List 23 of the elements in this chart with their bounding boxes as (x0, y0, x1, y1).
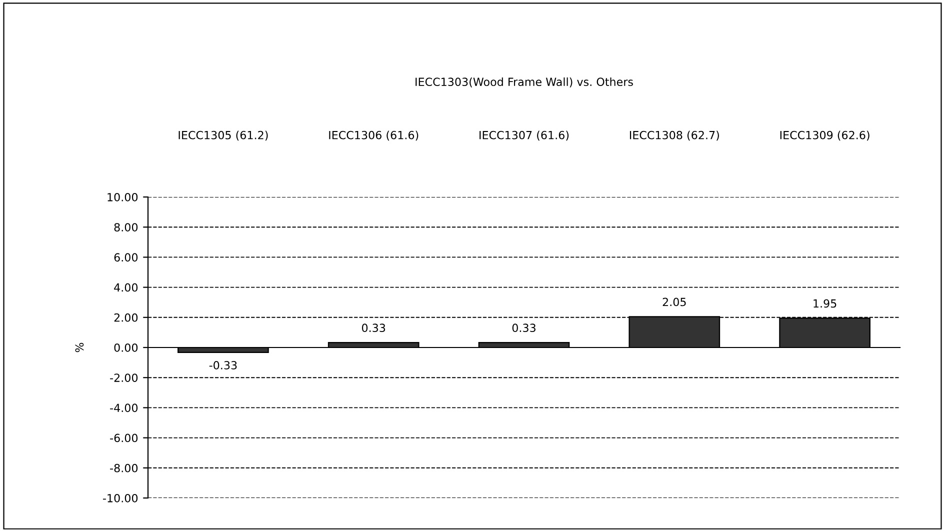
x-tick-label: IECC1306 (61.6) (329, 130, 418, 141)
x-tick-label: IECC1309 (62.6) (780, 130, 870, 141)
y-tick-label: -6.00 (110, 434, 138, 442)
data-label: -0.33 (209, 360, 237, 370)
y-tick-label: 6.00 (114, 253, 138, 262)
data-label: 2.05 (662, 298, 686, 306)
x-tick-label: IECC1305 (61.2) (178, 130, 268, 141)
x-tick-label: IECC1308 (62.7) (630, 130, 719, 141)
y-tick-label: 0.00 (114, 343, 138, 352)
y-tick-label: 10.00 (108, 192, 138, 202)
data-label: 1.95 (814, 299, 836, 308)
y-tick-label: 2.00 (114, 313, 138, 322)
data-label: 0.33 (362, 324, 386, 332)
y-tick-label: -2.00 (110, 374, 138, 382)
y-axis-title: % (75, 342, 84, 352)
y-tick-label: -4.00 (110, 404, 138, 412)
y-tick-label: 4.00 (114, 283, 138, 292)
x-tick-label: IECC1307 (61.6) (480, 130, 569, 141)
chart-title: IECC1303(Wood Frame Wall) vs. Others (416, 77, 633, 88)
y-tick-label: -8.00 (110, 464, 138, 472)
y-tick-label: -10.00 (103, 494, 138, 502)
data-label: 0.33 (512, 324, 536, 332)
y-tick-label: 8.00 (114, 223, 138, 232)
